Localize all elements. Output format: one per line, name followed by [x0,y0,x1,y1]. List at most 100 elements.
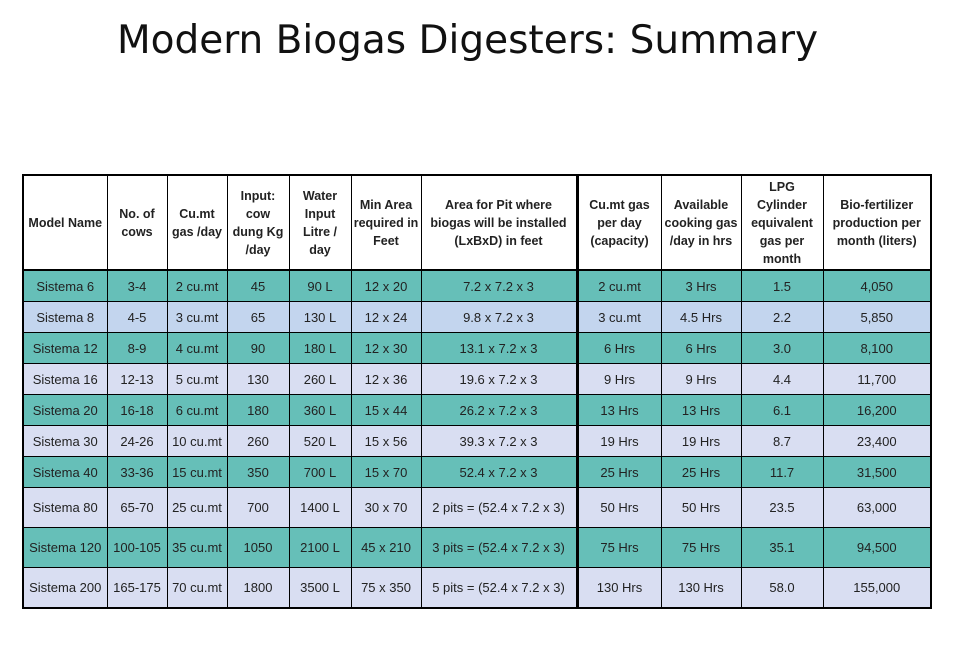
table-cell: 11,700 [822,363,932,395]
table-cell: 25 Hrs [575,456,662,488]
table-cell: 4.4 [740,363,824,395]
column-header: Available cooking gas /day in hrs [660,174,742,271]
table-cell: 130 [226,363,290,395]
column-header: Cu.mt gas per day (capacity) [575,174,662,271]
table-cell: 90 L [288,269,352,302]
table-cell: 2 cu.mt [575,269,662,302]
table-cell: 30 x 70 [350,487,422,528]
table-row: Sistema 20 16-18 6 cu.mt 180 360 L 15 x 44 26.… [22,394,932,426]
column-header: Cu.mt gas /day [166,174,228,271]
table-cell: 45 [226,269,290,302]
table-cell: 360 L [288,394,352,426]
table-cell: 35 cu.mt [166,527,228,568]
table-cell: 75 Hrs [660,527,742,568]
table-cell: 2 pits = (52.4 x 7.2 x 3) [420,487,578,528]
column-header: Bio-fertilizer production per month (lit… [822,174,932,271]
table-cell: 35.1 [740,527,824,568]
table-cell: 8-9 [106,332,168,364]
table-cell: 25 Hrs [660,456,742,488]
table-cell: 11.7 [740,456,824,488]
model-name-cell: Sistema 120 [22,527,108,568]
table-cell: 13.1 x 7.2 x 3 [420,332,578,364]
table-cell: 12 x 36 [350,363,422,395]
table-cell: 12 x 30 [350,332,422,364]
table-cell: 130 Hrs [575,567,662,609]
table-cell: 50 Hrs [575,487,662,528]
table-cell: 5 pits = (52.4 x 7.2 x 3) [420,567,578,609]
table-cell: 2.2 [740,301,824,333]
table-cell: 2 cu.mt [166,269,228,302]
table-cell: 2100 L [288,527,352,568]
table-row: Sistema 12 8-9 4 cu.mt 90 180 L 12 x 30 13.1 x… [22,332,932,364]
table-cell: 70 cu.mt [166,567,228,609]
column-header: Input: cow dung Kg /day [226,174,290,271]
column-header: Water Input Litre / day [288,174,352,271]
table-cell: 52.4 x 7.2 x 3 [420,456,578,488]
table-row: Sistema 120 100-105 35 cu.mt 1050 2100 L 45 x… [22,527,932,568]
table-cell: 4,050 [822,269,932,302]
column-header: Min Area required in Feet [350,174,422,271]
table-cell: 700 L [288,456,352,488]
table-cell: 180 L [288,332,352,364]
table-cell: 1.5 [740,269,824,302]
table-cell: 3 Hrs [660,269,742,302]
table-cell: 155,000 [822,567,932,609]
table-cell: 13 Hrs [660,394,742,426]
table-cell: 9.8 x 7.2 x 3 [420,301,578,333]
table-cell: 50 Hrs [660,487,742,528]
table-cell: 4 cu.mt [166,332,228,364]
table-row: Sistema 6 3-4 2 cu.mt 45 90 L 12 x 20 7.2 x 7.… [22,269,932,302]
table-cell: 15 x 56 [350,425,422,457]
table-body: Sistema 6 3-4 2 cu.mt 45 90 L 12 x 20 7.2 x 7.… [22,269,932,609]
table-cell: 25 cu.mt [166,487,228,528]
table-cell: 23,400 [822,425,932,457]
table-cell: 12 x 24 [350,301,422,333]
table-cell: 12 x 20 [350,269,422,302]
model-name-cell: Sistema 30 [22,425,108,457]
table-cell: 8.7 [740,425,824,457]
table-cell: 31,500 [822,456,932,488]
model-name-cell: Sistema 16 [22,363,108,395]
table-cell: 5 cu.mt [166,363,228,395]
table-cell: 3 pits = (52.4 x 7.2 x 3) [420,527,578,568]
model-name-cell: Sistema 200 [22,567,108,609]
table-cell: 19 Hrs [575,425,662,457]
table-cell: 6.1 [740,394,824,426]
table-cell: 12-13 [106,363,168,395]
model-name-cell: Sistema 8 [22,301,108,333]
header-row: Model Name No. of cows Cu.mt gas /day Input… [22,174,932,271]
table-cell: 6 cu.mt [166,394,228,426]
table-cell: 65 [226,301,290,333]
table-cell: 94,500 [822,527,932,568]
model-name-cell: Sistema 80 [22,487,108,528]
table-cell: 63,000 [822,487,932,528]
table-cell: 520 L [288,425,352,457]
table-cell: 58.0 [740,567,824,609]
table-cell: 75 Hrs [575,527,662,568]
table-cell: 4-5 [106,301,168,333]
table-cell: 13 Hrs [575,394,662,426]
column-header: LPG Cylinder equivalent gas per month [740,174,824,271]
table-cell: 90 [226,332,290,364]
table-row: Sistema 80 65-70 25 cu.mt 700 1400 L 30 x 70 2… [22,487,932,528]
table-cell: 350 [226,456,290,488]
column-header: No. of cows [106,174,168,271]
table-cell: 19.6 x 7.2 x 3 [420,363,578,395]
table-cell: 5,850 [822,301,932,333]
table-cell: 180 [226,394,290,426]
table-cell: 1050 [226,527,290,568]
table-cell: 6 Hrs [575,332,662,364]
table-row: Sistema 200 165-175 70 cu.mt 1800 3500 L 75 x… [22,567,932,609]
table-cell: 23.5 [740,487,824,528]
table-cell: 26.2 x 7.2 x 3 [420,394,578,426]
column-header: Model Name [22,174,108,271]
model-name-cell: Sistema 40 [22,456,108,488]
table-cell: 8,100 [822,332,932,364]
table-cell: 130 L [288,301,352,333]
table-row: Sistema 40 33-36 15 cu.mt 350 700 L 15 x 70 52… [22,456,932,488]
table-cell: 700 [226,487,290,528]
table-cell: 10 cu.mt [166,425,228,457]
table-cell: 260 L [288,363,352,395]
table-cell: 19 Hrs [660,425,742,457]
table-cell: 3500 L [288,567,352,609]
